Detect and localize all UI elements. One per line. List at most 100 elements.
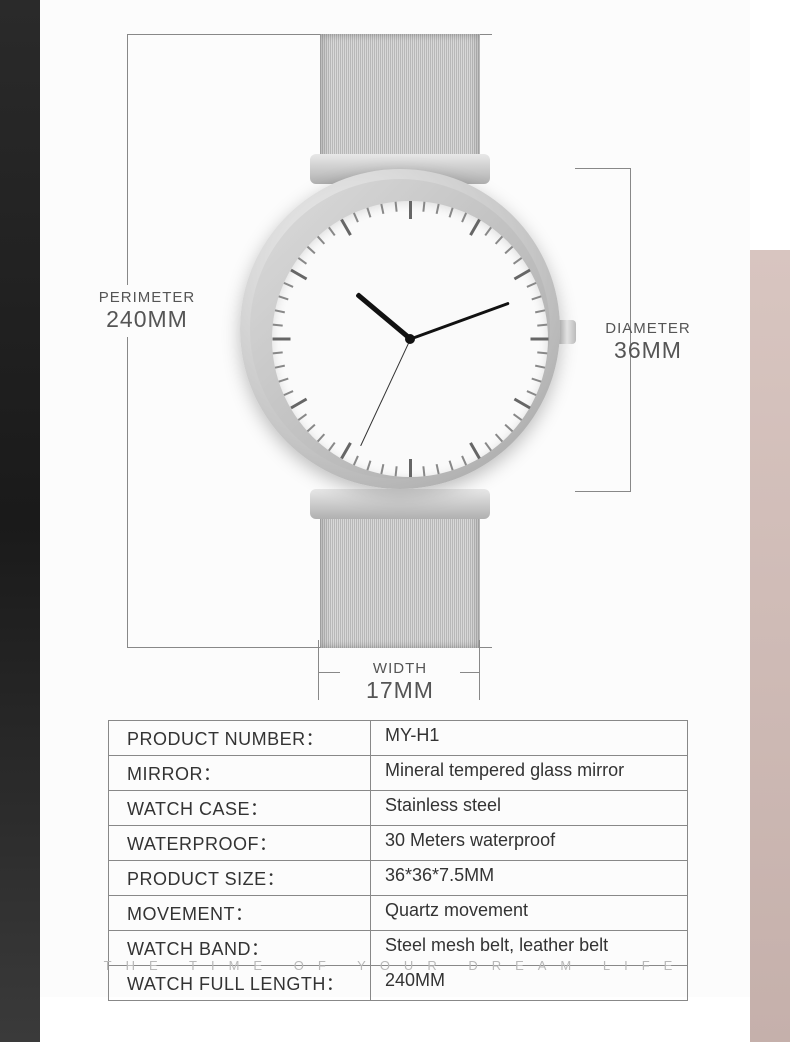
dial-tick-minor xyxy=(484,442,491,451)
dial-tick-minor xyxy=(504,424,513,432)
spec-key: MIRROR： xyxy=(109,756,371,790)
diameter-label: DIAMETER 36MM xyxy=(588,320,708,364)
dial-tick-minor xyxy=(449,460,454,470)
dial-tick-minor xyxy=(278,378,288,383)
dial-tick-minor xyxy=(273,324,283,327)
dial-tick-minor xyxy=(366,460,371,470)
dial-tick-minor xyxy=(353,456,359,466)
spec-key: MOVEMENT： xyxy=(109,896,371,930)
dial-tick-minor xyxy=(366,207,371,217)
dial-tick-minor xyxy=(436,204,440,214)
spec-value: 36*36*7.5MM xyxy=(371,861,687,895)
dial-tick-major xyxy=(340,219,352,236)
dial-tick-minor xyxy=(495,433,503,442)
dial-tick-major xyxy=(272,338,290,341)
width-guide-left xyxy=(318,640,319,700)
dial-tick-major xyxy=(290,398,307,410)
dial-tick-minor xyxy=(422,466,425,476)
dial-tick-minor xyxy=(527,390,537,396)
dial-tick-minor xyxy=(380,204,384,214)
width-label: WIDTH 17MM xyxy=(340,660,460,704)
dial-tick-minor xyxy=(422,202,425,212)
spec-key: WATERPROOF： xyxy=(109,826,371,860)
spec-value: Mineral tempered glass mirror xyxy=(371,756,687,790)
watch-lug-bottom xyxy=(310,489,490,519)
dial-tick-minor xyxy=(353,213,359,223)
dial-tick-minor xyxy=(461,213,467,223)
dial-tick-minor xyxy=(307,424,316,432)
dial-tick-minor xyxy=(537,324,547,327)
watch-hand-hour xyxy=(355,292,412,341)
dial-tick-minor xyxy=(275,309,285,313)
spec-row: WATCH CASE：Stainless steel xyxy=(109,791,687,826)
dial-tick-minor xyxy=(461,456,467,466)
dial-tick-minor xyxy=(495,236,503,245)
tagline: THE TIME OF YOUR DREAM LIFE xyxy=(40,958,750,973)
dial-tick-minor xyxy=(284,282,294,288)
spec-value: Quartz movement xyxy=(371,896,687,930)
spec-value: Stainless steel xyxy=(371,791,687,825)
dial-tick-minor xyxy=(436,464,440,474)
dial-tick-minor xyxy=(535,309,545,313)
dial-tick-major xyxy=(290,269,307,281)
dial-tick-minor xyxy=(278,295,288,300)
dial-tick-minor xyxy=(504,246,513,254)
watch-crown xyxy=(558,320,576,344)
watch-hand-second xyxy=(360,339,411,446)
dial-tick-minor xyxy=(328,442,335,451)
spec-value: 30 Meters waterproof xyxy=(371,826,687,860)
bg-strip-left xyxy=(0,0,40,1042)
dial-tick-major xyxy=(409,459,412,477)
width-guide-right xyxy=(479,640,480,700)
dial-tick-minor xyxy=(513,413,522,420)
spec-key: WATCH CASE： xyxy=(109,791,371,825)
diameter-label-text: DIAMETER xyxy=(588,320,708,337)
dial-tick-minor xyxy=(484,227,491,236)
dial-tick-minor xyxy=(395,466,398,476)
watch-case xyxy=(240,169,560,489)
spec-key: PRODUCT NUMBER： xyxy=(109,721,371,755)
dial-tick-major xyxy=(469,219,481,236)
watch-dial xyxy=(272,201,548,477)
spec-row: MIRROR：Mineral tempered glass mirror xyxy=(109,756,687,791)
dial-tick-minor xyxy=(298,257,307,264)
dial-tick-minor xyxy=(273,351,283,354)
dial-tick-major xyxy=(340,442,352,459)
perimeter-label-value: 240MM xyxy=(82,306,212,333)
diameter-label-value: 36MM xyxy=(588,337,708,364)
dial-tick-minor xyxy=(531,295,541,300)
dial-tick-minor xyxy=(284,390,294,396)
dial-tick-minor xyxy=(531,378,541,383)
perimeter-guide-vertical xyxy=(127,34,128,648)
width-label-text: WIDTH xyxy=(340,660,460,677)
dial-tick-major xyxy=(409,201,412,219)
dial-tick-minor xyxy=(275,365,285,369)
dial-tick-minor xyxy=(527,282,537,288)
perimeter-label-text: PERIMETER xyxy=(82,289,212,306)
dial-tick-major xyxy=(513,269,530,281)
dial-tick-minor xyxy=(317,236,325,245)
watch-illustration xyxy=(240,34,560,648)
spec-row: MOVEMENT：Quartz movement xyxy=(109,896,687,931)
dial-tick-minor xyxy=(328,227,335,236)
dial-tick-minor xyxy=(380,464,384,474)
dial-tick-minor xyxy=(307,246,316,254)
width-label-value: 17MM xyxy=(340,677,460,704)
spec-row: WATERPROOF：30 Meters waterproof xyxy=(109,826,687,861)
dial-tick-minor xyxy=(317,433,325,442)
dial-tick-minor xyxy=(298,413,307,420)
dial-tick-major xyxy=(469,442,481,459)
watch-hand-minute xyxy=(409,302,509,341)
dial-tick-minor xyxy=(535,365,545,369)
spec-row: PRODUCT NUMBER：MY-H1 xyxy=(109,721,687,756)
product-card: PERIMETER 240MM DIAMETER 36MM xyxy=(40,0,750,997)
spec-value: MY-H1 xyxy=(371,721,687,755)
dial-tick-minor xyxy=(537,351,547,354)
watch-bezel xyxy=(250,179,550,479)
watch-center-pin xyxy=(405,334,415,344)
spec-row: PRODUCT SIZE：36*36*7.5MM xyxy=(109,861,687,896)
spec-key: PRODUCT SIZE： xyxy=(109,861,371,895)
dial-tick-minor xyxy=(395,202,398,212)
dial-tick-minor xyxy=(513,257,522,264)
diameter-guide-top xyxy=(575,168,631,169)
